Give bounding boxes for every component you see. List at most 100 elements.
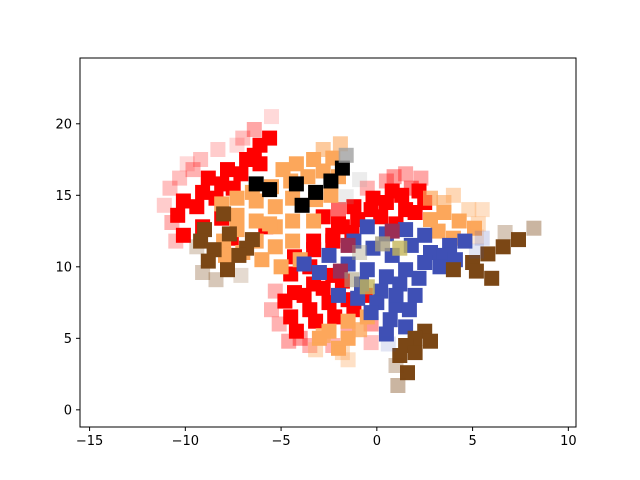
data-point-106 (229, 207, 245, 223)
data-point-234 (338, 147, 354, 163)
data-point-166 (436, 247, 452, 263)
data-point-229 (375, 236, 391, 252)
data-point-219 (497, 225, 513, 240)
data-point-43 (346, 302, 362, 318)
data-point-235 (352, 172, 368, 188)
data-point-230 (344, 272, 360, 288)
data-point-217 (400, 365, 415, 381)
data-point-172 (411, 270, 427, 286)
x-tick-label: −15 (76, 434, 103, 449)
data-point-199 (206, 242, 222, 258)
data-point-232 (392, 240, 408, 256)
x-tick-label: 0 (373, 434, 381, 449)
data-point-113 (285, 233, 301, 249)
y-tick-label: 5 (64, 332, 72, 347)
data-point-124 (332, 136, 348, 152)
data-point-65 (403, 180, 419, 196)
data-point-133 (334, 345, 350, 361)
data-point-13 (220, 162, 235, 178)
data-point-214 (423, 333, 438, 349)
data-point-70 (193, 152, 209, 167)
data-point-89 (363, 335, 379, 351)
data-point-237 (380, 336, 396, 352)
data-point-165 (417, 255, 433, 270)
data-point-167 (296, 256, 312, 272)
data-point-143 (436, 195, 452, 210)
data-point-186 (474, 230, 490, 246)
data-point-121 (218, 247, 233, 263)
data-point-64 (359, 180, 375, 196)
data-point-233 (359, 279, 375, 295)
data-point-228 (384, 223, 400, 239)
data-point-100 (275, 162, 291, 178)
data-point-81 (264, 302, 279, 318)
data-point-173 (350, 290, 366, 306)
data-point-132 (352, 322, 368, 338)
data-point-32 (296, 287, 312, 303)
data-point-146 (474, 202, 490, 218)
data-point-125 (340, 313, 356, 329)
data-point-4 (189, 199, 205, 215)
data-point-82 (271, 316, 287, 332)
data-point-142 (423, 190, 438, 206)
data-point-72 (172, 170, 188, 186)
data-point-3 (170, 207, 186, 223)
data-point-238 (468, 243, 484, 259)
data-point-118 (273, 259, 289, 275)
data-point-226 (340, 237, 356, 253)
data-point-195 (197, 222, 212, 238)
data-point-224 (390, 378, 406, 393)
plot-frame (79, 57, 577, 428)
data-point-163 (378, 269, 394, 285)
data-point-148 (468, 229, 484, 245)
data-point-107 (248, 213, 264, 229)
data-point-139 (430, 223, 446, 239)
y-tick-label: 20 (55, 117, 72, 132)
data-point-16 (262, 130, 278, 146)
data-point-109 (285, 213, 301, 229)
data-point-183 (388, 287, 404, 303)
data-point-80 (267, 283, 283, 299)
data-point-222 (233, 267, 249, 283)
data-point-149 (359, 219, 375, 235)
data-point-178 (382, 312, 398, 328)
data-point-180 (378, 326, 394, 342)
data-point-117 (254, 252, 270, 268)
data-point-120 (262, 216, 278, 232)
data-point-218 (526, 220, 542, 236)
data-point-31 (277, 293, 293, 309)
data-point-83 (292, 330, 308, 346)
data-point-105 (323, 187, 339, 203)
data-point-51 (346, 199, 362, 215)
data-point-91 (229, 190, 245, 206)
data-point-76 (168, 233, 184, 249)
data-point-53 (384, 183, 400, 199)
data-point-112 (267, 239, 283, 255)
data-point-102 (267, 199, 283, 215)
data-point-215 (392, 348, 408, 363)
data-point-41 (308, 313, 324, 329)
data-point-179 (401, 302, 417, 318)
data-point-162 (359, 262, 375, 278)
data-point-8 (195, 184, 211, 200)
data-point-138 (467, 220, 482, 236)
data-point-227 (332, 263, 348, 279)
data-point-170 (373, 283, 389, 299)
data-point-123 (315, 142, 331, 157)
data-point-97 (288, 156, 304, 172)
data-point-52 (365, 190, 381, 206)
data-point-220 (195, 265, 211, 280)
data-point-182 (331, 287, 346, 303)
data-point-193 (294, 197, 310, 213)
data-point-171 (392, 276, 408, 292)
data-point-196 (221, 226, 237, 242)
data-point-189 (288, 176, 304, 192)
data-point-225 (388, 358, 404, 373)
data-point-197 (193, 233, 209, 249)
x-tick-label: 5 (468, 434, 476, 449)
data-point-231 (352, 245, 368, 260)
x-tick-label: 10 (560, 434, 577, 449)
data-point-79 (179, 156, 195, 172)
data-point-10 (233, 166, 249, 182)
